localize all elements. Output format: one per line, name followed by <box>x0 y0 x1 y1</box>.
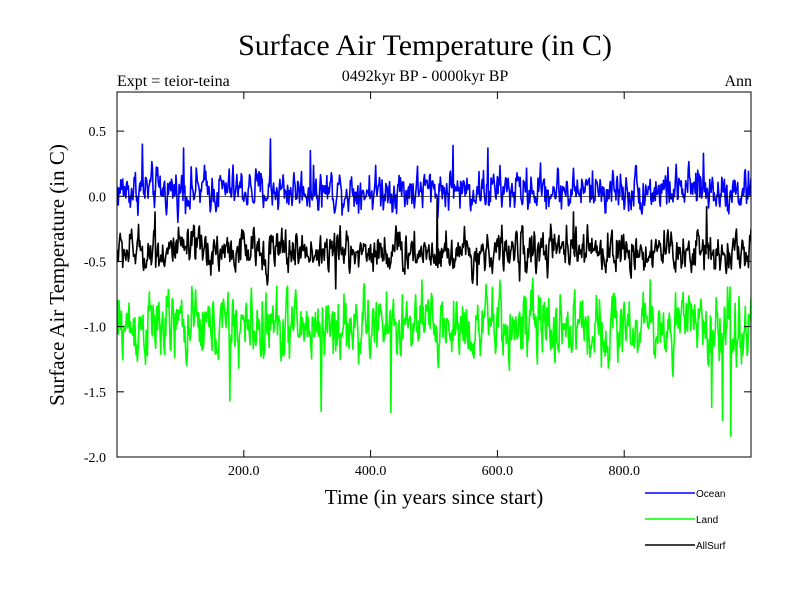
legend-label-land: Land <box>696 515 718 526</box>
series-line-land <box>117 277 751 437</box>
series-line-allsurf <box>117 198 751 290</box>
legend-label-ocean: Ocean <box>696 489 725 500</box>
y-tick-label: -1.0 <box>84 321 106 336</box>
series-line-ocean <box>117 138 751 224</box>
x-tick-label: 200.0 <box>228 464 260 479</box>
experiment-label: Expt = teior-teina <box>117 73 230 90</box>
plot-frame <box>116 91 752 458</box>
x-axis-label: Time (in years since start) <box>325 485 544 509</box>
series-layer <box>117 138 751 437</box>
y-tick-label: 0.0 <box>89 190 107 205</box>
chart-title: Surface Air Temperature (in C) <box>238 29 612 62</box>
y-axis-label: Surface Air Temperature (in C) <box>45 144 69 406</box>
y-tick-label: 0.5 <box>89 125 107 140</box>
chart-subtitle: 0492kyr BP - 0000kyr BP <box>342 68 509 85</box>
x-tick-label: 400.0 <box>355 464 387 479</box>
y-tick-label: -1.5 <box>84 386 106 401</box>
y-tick-label: -2.0 <box>84 451 106 466</box>
axis-ticks: 0.5 0.0 -0.5 -1.0 -1.5 -2.0 200.0 400.0 600.0 800… <box>84 92 751 479</box>
period-label: Ann <box>724 73 752 90</box>
y-tick-label: -0.5 <box>84 255 106 270</box>
legend-label-allsurf: AllSurf <box>696 541 726 552</box>
x-tick-label: 800.0 <box>608 464 640 479</box>
x-tick-label: 600.0 <box>482 464 514 479</box>
legend: Ocean Land AllSurf <box>645 489 726 552</box>
